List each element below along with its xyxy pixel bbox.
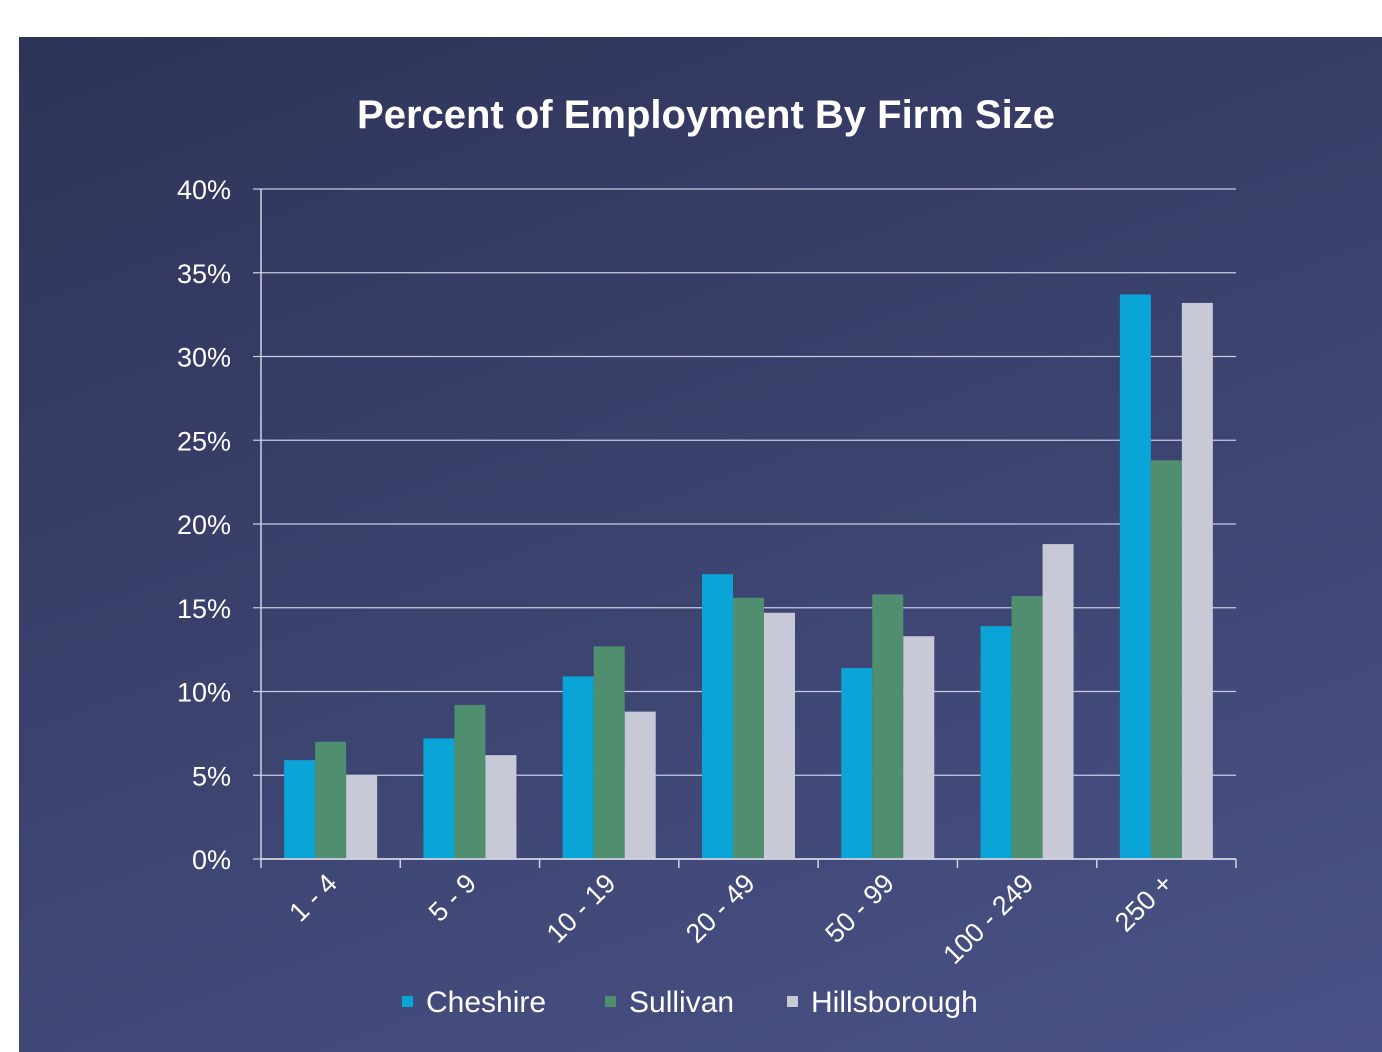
x-tick-label: 100 - 249 (937, 868, 1039, 970)
x-tick-label: 10 - 19 (541, 868, 622, 949)
legend-label: Hillsborough (811, 986, 978, 1019)
bar (903, 636, 935, 859)
bar (733, 597, 764, 859)
gridlines (253, 188, 1236, 860)
bar (593, 646, 625, 859)
x-tick-label: 20 - 49 (680, 868, 761, 949)
y-tick-label: 15% (177, 594, 231, 624)
bar (1011, 596, 1043, 859)
bar (1119, 294, 1151, 859)
bar (702, 574, 733, 859)
chart-title: Percent of Employment By Firm Size (357, 93, 1055, 137)
y-tick-label: 30% (177, 343, 231, 373)
bar (980, 626, 1012, 859)
y-tick-label: 0% (192, 845, 231, 875)
y-tick-label: 5% (192, 761, 231, 791)
bar (423, 738, 455, 859)
chart-panel: Percent of Employment By Firm Size 0% 5% 1… (19, 37, 1382, 1052)
y-tick-label: 20% (177, 510, 231, 540)
x-tick-label: 250 + (1109, 868, 1179, 938)
bar (1042, 544, 1074, 859)
x-tick-label: 50 - 99 (819, 868, 900, 949)
bar (485, 755, 517, 859)
bar (1181, 302, 1213, 859)
bar (1150, 460, 1182, 859)
y-tick-label: 25% (177, 426, 231, 456)
legend-label: Sullivan (629, 986, 734, 1019)
y-tick-label: 40% (177, 175, 231, 205)
legend-swatch (787, 996, 798, 1007)
bar (562, 676, 594, 859)
bar (872, 594, 904, 859)
bar (346, 775, 378, 859)
y-tick-label: 35% (177, 259, 231, 289)
legend-label: Cheshire (426, 986, 546, 1019)
bar (841, 668, 873, 859)
bars (284, 294, 1213, 859)
bar (315, 741, 347, 859)
bar (624, 711, 656, 859)
bar (284, 760, 316, 859)
x-tick-label: 5 - 9 (423, 868, 482, 927)
y-tick-label: 10% (177, 678, 231, 708)
bar (454, 704, 486, 859)
legend: Cheshire Sullivan Hillsborough (402, 986, 978, 1019)
bar (764, 612, 795, 859)
legend-swatch (605, 996, 616, 1007)
legend-swatch (402, 996, 413, 1007)
x-tick-label: 1 - 4 (283, 868, 342, 927)
bar-chart: Percent of Employment By Firm Size 0% 5% 1… (177, 93, 1237, 1019)
